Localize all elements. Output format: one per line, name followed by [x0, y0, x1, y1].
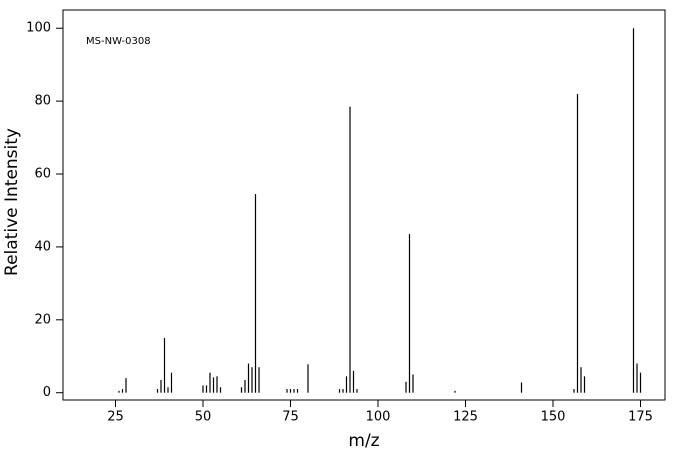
x-axis-label: m/z: [348, 431, 379, 451]
y-axis-label: Relative Intensity: [2, 128, 22, 276]
y-tick-label: 40: [34, 239, 51, 254]
x-tick-label: 25: [107, 410, 124, 425]
y-tick-label: 100: [26, 21, 51, 36]
y-tick-label: 20: [34, 312, 51, 327]
x-tick-label: 75: [282, 410, 299, 425]
annotation: MS-NW-0308: [86, 36, 151, 47]
x-tick-label: 175: [628, 410, 653, 425]
plot-frame: [62, 9, 666, 401]
x-tick-label: 50: [195, 410, 212, 425]
y-tick-label: 0: [43, 385, 51, 400]
x-tick-label: 150: [541, 410, 566, 425]
y-tick-label: 60: [34, 167, 51, 182]
x-tick-label: 125: [453, 410, 478, 425]
y-tick-label: 80: [34, 94, 51, 109]
x-tick-label: 100: [366, 410, 391, 425]
